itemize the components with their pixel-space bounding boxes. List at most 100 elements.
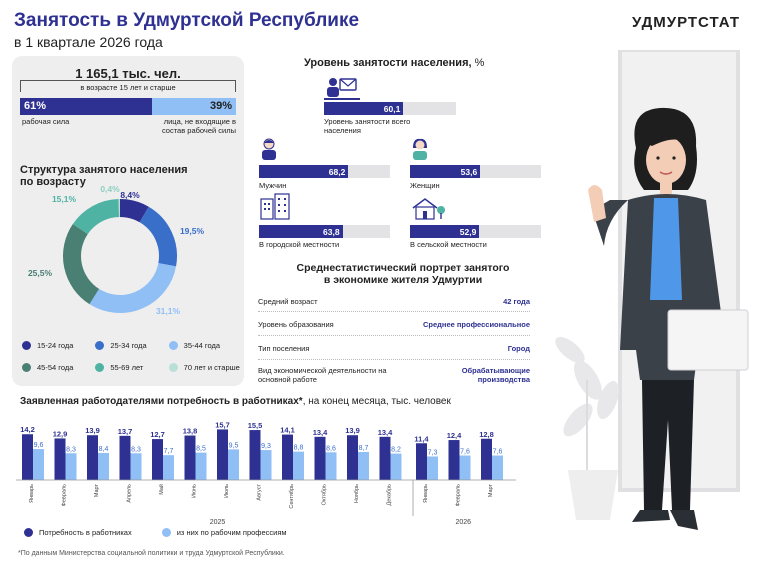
men-employment-bar-bg: 68,2 [259,165,390,178]
x-tick-label: Май [158,484,165,495]
bar-demand-workers [33,449,44,480]
legend-swatch [168,363,178,372]
portrait-row-label: Средний возраст [258,297,318,306]
legend-item-workers: из них по рабочим профессиям [161,528,287,537]
donut-slice [63,223,100,305]
bar-demand-workers [427,456,438,480]
not-labor-bar: 39% [151,98,236,115]
x-tick-label: Февраль [62,484,68,506]
x-tick-label: Сентябрь [289,484,295,509]
bar-data-label: 12,4 [447,431,462,440]
legend-swatch [95,341,105,350]
x-tick-label: Январь [29,484,35,503]
bar-data-label: 13,4 [378,428,393,437]
bar-demand-workers [390,453,402,480]
legend-item: 25-34 года [95,341,168,350]
bar-data-label: 12,7 [150,430,165,439]
bar-data-label: 9,5 [229,442,239,449]
total-employment-value: 60,1 [383,104,401,114]
bar-data-label: 12,8 [479,430,494,439]
total-employment-bar-bg: 60,1 [324,102,456,115]
rural-employment-value: 52,9 [459,227,477,237]
legend-label: Потребность в работниках [39,528,132,537]
x-tick-label: Июнь [192,484,198,498]
bar-data-label: 13,4 [313,428,328,437]
bar-demand-workers [65,453,77,480]
x-tick-label: Март [94,484,100,498]
total-employment-label: Уровень занятости всего населения [324,117,411,135]
donut-slice-label: 25,5% [28,268,53,278]
woman-icon [413,138,427,160]
bar-data-label: 9,6 [34,442,44,449]
bar-data-label: 11,4 [414,434,429,443]
legend-label: 25-34 года [110,341,147,350]
portrait-row: Средний возраст 42 года [258,292,530,312]
employment-title: Уровень занятости населения, % [304,57,484,69]
people-icon [324,78,360,100]
legend-label: 45-54 года [37,363,74,372]
bar-demand-total [379,436,391,480]
legend-swatch [168,341,178,350]
demand-bar-chart: 14,2 9,6 Январь 12,9 8,3 Февраль 13,9 8,4 Март 13… [16,420,516,526]
portrait-row-label: Уровень образования [258,320,334,329]
legend-swatch [22,341,31,350]
portrait-row-value: Среднее профессиональное [422,320,530,329]
bar-demand-workers [492,455,503,480]
bar-data-label: 8,8 [294,445,304,452]
bar-demand-workers [325,452,337,480]
bar-demand-workers [459,455,471,480]
bar-data-label: 15,7 [215,420,230,429]
bar-demand-total [54,438,66,480]
brand-logo: УДМУРТСТАТ [632,14,740,31]
x-tick-label: Июль [224,484,230,498]
footnote: *По данным Министерства социальной полит… [18,550,285,557]
total-bracket [20,80,236,92]
age-structure-title: Структура занятого населения по возрасту [20,164,188,188]
demand-legend: Потребность в работниках из них по рабоч… [24,528,287,537]
legend-label: 55-69 лет [110,363,144,372]
city-buildings-icon [260,193,290,220]
bar-demand-total [282,434,293,480]
employment-title-text: Уровень занятости населения, [304,57,472,69]
bar-demand-workers [293,451,304,480]
x-tick-label: Март [488,484,494,498]
donut-slice-label: 19,5% [180,226,205,236]
urban-employment-label: В городской местности [259,240,340,249]
legend-item: 70 лет и старше [168,363,242,372]
women-employment-bar: 53,6 [410,165,481,178]
x-tick-label: Февраль [456,484,462,506]
bar-data-label: 13,7 [118,427,133,436]
bar-data-label: 13,9 [85,426,100,435]
portrait-row-value: Город [507,344,530,353]
urban-employment-bar: 63,8 [259,225,343,238]
bar-data-label: 8,3 [66,446,76,453]
portrait-row-label: Вид экономической деятельности на основн… [258,366,387,384]
labor-force-bar: 61% [20,98,152,115]
year-label-2026: 2026 [455,519,471,526]
bar-demand-workers [260,450,272,480]
man-icon [262,138,276,160]
legend-label: из них по рабочим профессиям [176,528,287,537]
age-donut-chart: 8,4% 19,5% 31,1% 25,5% 15,1% 0,4% [28,186,205,316]
employment-title-unit: % [474,57,485,69]
legend-swatch [95,363,105,372]
portrait-title-line1: Среднестатистический портрет занятого [296,262,510,274]
legend-label: 70 лет и старше [183,363,240,372]
x-tick-label: Январь [423,484,429,503]
legend-label: 15-24 года [37,341,74,350]
rural-employment-bar-bg: 52,9 [410,225,541,238]
bar-demand-total [416,443,427,480]
bar-data-label: 7,7 [164,448,174,455]
legend-label: 35-44 года [183,341,221,350]
urban-employment-bar-bg: 63,8 [259,225,390,238]
bar-data-label: 8,5 [196,446,206,453]
legend-item: 55-69 лет [95,363,168,372]
portrait-title: Среднестатистический портрет занятого в … [258,262,548,286]
bar-demand-total [22,434,33,480]
bar-data-label: 8,7 [359,445,369,452]
bar-demand-workers [195,452,207,480]
donut-slice-label: 8,4% [120,190,140,200]
bar-demand-total [217,429,228,480]
rural-employment-bar: 52,9 [410,225,480,238]
bar-demand-total [87,435,98,480]
